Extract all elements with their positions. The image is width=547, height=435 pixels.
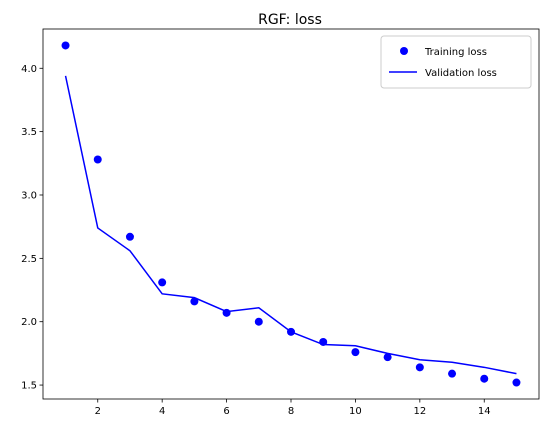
training-loss-point (319, 337, 328, 346)
y-tick-label: 1.5 (21, 381, 37, 392)
legend: Training loss Validation loss (380, 35, 532, 89)
training-loss-point (222, 308, 231, 317)
training-loss-point (158, 278, 167, 287)
training-loss-point (287, 327, 295, 336)
chart-title: RGF: loss (258, 12, 322, 28)
plot-area (42, 28, 540, 400)
legend-box (380, 35, 532, 89)
training-loss-point (254, 317, 263, 326)
x-tick-label: 10 (349, 406, 362, 417)
y-tick-label: 4.0 (21, 64, 37, 75)
y-tick-label: 2.0 (21, 317, 37, 328)
training-loss-point (351, 348, 360, 357)
legend-validation-label: Validation loss (425, 68, 497, 79)
y-axis: 1.5 2.0 2.5 3.0 3.5 4.0 (21, 64, 43, 392)
y-tick-label: 2.5 (21, 254, 37, 265)
legend-training-marker (400, 47, 408, 55)
y-tick-label: 3.5 (21, 127, 37, 138)
training-loss-point (190, 297, 199, 306)
x-tick-label: 12 (413, 406, 426, 417)
training-loss-point (61, 41, 70, 50)
training-loss-point (125, 232, 134, 241)
training-loss-point (512, 378, 521, 387)
x-tick-label: 8 (288, 406, 294, 417)
x-axis: 2 4 6 8 10 12 14 (95, 399, 491, 417)
y-tick-label: 3.0 (21, 190, 37, 201)
training-loss-point (383, 353, 392, 362)
x-tick-label: 2 (95, 406, 101, 417)
training-loss-point (480, 374, 489, 383)
training-loss-point (415, 363, 424, 372)
legend-training-label: Training loss (424, 47, 487, 58)
x-tick-label: 14 (478, 406, 491, 417)
training-loss-point (448, 369, 457, 378)
x-tick-label: 6 (223, 406, 229, 417)
training-loss-point (93, 155, 102, 164)
training-loss-markers (61, 41, 521, 387)
x-tick-label: 4 (159, 406, 165, 417)
